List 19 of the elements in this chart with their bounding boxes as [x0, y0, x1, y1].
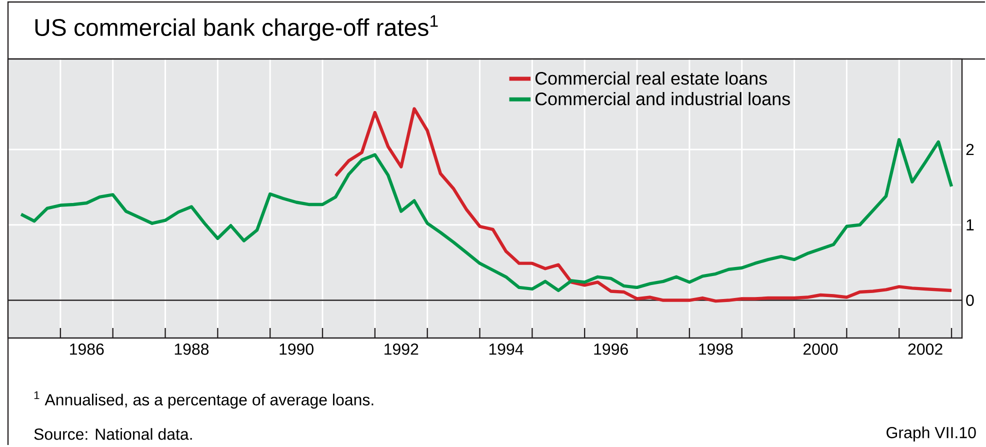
y-tick-label: 1 — [966, 219, 974, 230]
legend-label: Commercial and industrial loans — [535, 92, 790, 106]
text: $^{1}$ Annualised, as a percentage of average loans. — [34, 391, 374, 409]
y-tick-label: 2 — [966, 144, 974, 156]
chart-title: US commercial bank charge-off rates$^{1}$ — [35, 15, 438, 41]
x-tick-label: 1986 — [70, 344, 104, 355]
x-tick-label: 1990 — [280, 344, 314, 355]
source-note: Source: National data. — [34, 428, 192, 440]
x-tick-label: 2000 — [804, 344, 838, 355]
legend-label: Commercial real estate loans — [535, 72, 767, 85]
y-tick-label: 0 — [966, 294, 974, 306]
x-tick-label: 2002 — [908, 344, 942, 355]
x-tick-label: 1992 — [384, 344, 418, 355]
line-series — [20, 138, 954, 292]
x-tick-label: 1988 — [174, 344, 209, 355]
x-tick-label: 1994 — [489, 344, 524, 355]
text: Graph VII.10 — [886, 426, 976, 442]
x-tick-label: 1998 — [699, 344, 733, 355]
x-tick-label: 1996 — [594, 344, 628, 355]
